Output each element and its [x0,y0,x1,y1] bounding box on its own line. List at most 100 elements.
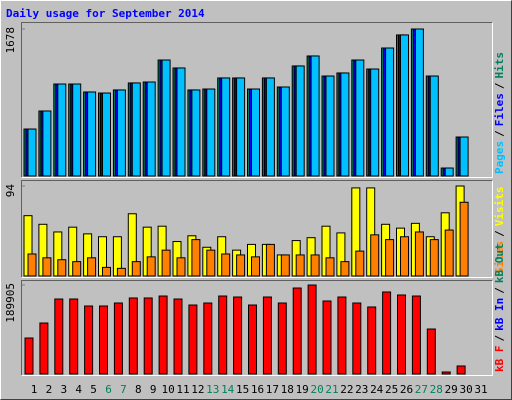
bar [414,231,424,277]
bar [414,28,424,177]
bar [57,83,67,177]
bar [206,88,216,177]
bar [280,254,290,277]
panel-bevel-dark [21,280,493,376]
x-tick-label: 15 [236,383,249,396]
legend-separator: / [493,130,506,137]
legend-entry: Visits [493,187,506,227]
bar [292,287,302,375]
bar [39,322,49,375]
bar [102,92,111,177]
bar [206,249,216,277]
x-tick-label: 29 [445,383,458,396]
legend-separator: / [493,82,506,89]
bar [355,59,365,177]
bar [352,302,362,375]
bar [444,229,454,277]
bar [72,261,82,277]
bar [251,88,260,177]
panel-bevel-dark [21,22,493,178]
bar [221,253,231,277]
bar [236,254,246,277]
x-tick-label: 14 [221,383,235,396]
bar [280,86,290,177]
bar [102,266,111,277]
legend-entry: Hits [493,52,506,79]
chart-title: Daily usage for September 2014 [6,7,205,20]
bar [113,302,123,375]
y-tick-label: 189905 [4,283,17,323]
bar [87,257,97,277]
bar [203,302,213,375]
bar [176,257,186,277]
bar [146,256,156,277]
legend-entry: kB Out [493,243,506,283]
x-tick-label: 16 [251,383,264,396]
bar [221,77,231,177]
bar [57,259,67,277]
legend-entry: Files [493,93,506,126]
bar [429,75,439,177]
bar [459,201,469,277]
x-tick-label: 25 [385,383,398,396]
bar [236,77,246,177]
bar [310,254,320,277]
bar [116,267,126,277]
x-tick-label: 4 [75,383,82,396]
legend-entry: kB In [493,298,506,331]
bar [27,128,37,177]
bar [441,371,451,375]
x-tick-label: 21 [325,383,338,396]
bar [191,239,201,277]
bar [337,296,347,375]
panel-bevel-light [21,280,493,376]
bar [27,253,37,277]
x-tick-label: 27 [415,383,428,396]
bar [131,82,141,177]
x-tick-label: 24 [370,383,384,396]
bar [325,75,335,177]
x-tick-label: 20 [310,383,323,396]
bar [370,68,380,177]
x-tick-label: 1 [31,383,38,396]
bar [429,239,439,277]
bar [176,67,186,177]
y-tick-label: 94 [4,184,17,198]
legend-entry: Sites [493,241,506,274]
bar [385,239,395,277]
bar [385,47,395,177]
bar [295,65,305,177]
x-tick-label: 7 [120,383,127,396]
bar [355,250,365,277]
bar [277,302,287,375]
legend-entry: kB F [493,346,506,373]
bar [188,304,198,375]
legend-separator: / [493,287,506,294]
bar [143,297,153,375]
legend-separator: / [493,230,506,237]
x-tick-label: 11 [176,383,189,396]
bar [295,254,305,277]
panel-bevel-light [21,180,493,278]
x-tick-label: 3 [60,383,67,396]
bar [310,55,320,177]
bar [400,236,409,277]
bar [191,89,201,177]
bar [42,257,52,277]
bar [218,295,228,375]
x-tick-label: 2 [46,383,53,396]
bar [87,91,97,177]
legend: Sites / Visits [493,187,506,275]
legend-entry: Pages [493,141,506,174]
bar [459,136,469,177]
bar [99,305,108,375]
bar [325,257,335,277]
x-tick-label: 22 [340,383,353,396]
x-tick-label: 31 [474,383,487,396]
legend-separator: / [493,335,506,342]
bar [84,305,94,375]
x-tick-label: 19 [296,383,309,396]
bar [340,72,350,177]
